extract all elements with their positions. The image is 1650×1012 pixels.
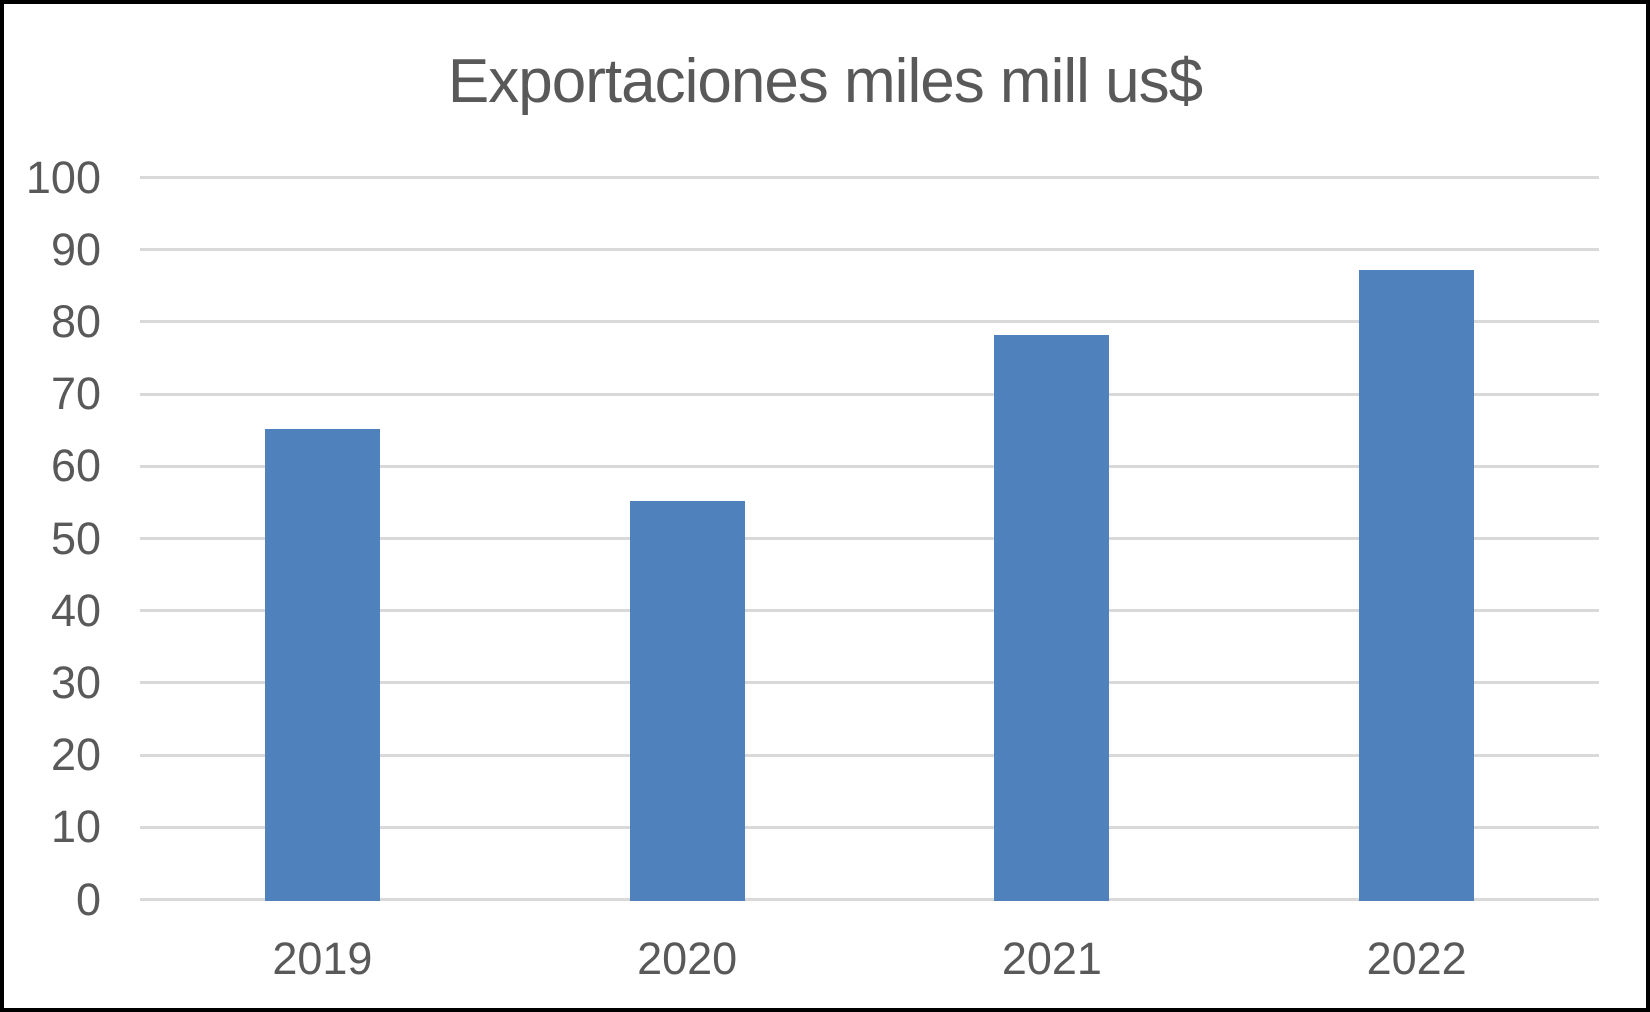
- y-tick-label-60: 60: [50, 440, 101, 492]
- x-tick-label-2021: 2021: [1001, 933, 1102, 984]
- y-tick-label-20: 20: [50, 729, 101, 781]
- bar-2019: [264, 428, 380, 901]
- y-tick-label-10: 10: [50, 801, 101, 853]
- y-tick-label-0: 0: [75, 873, 101, 925]
- gridline-100: [140, 176, 1599, 179]
- gridline-40: [140, 609, 1599, 613]
- y-tick-label-100: 100: [25, 151, 101, 203]
- y-tick-label-90: 90: [50, 223, 101, 275]
- y-tick-label-40: 40: [50, 584, 101, 636]
- x-tick-label-2022: 2022: [1366, 933, 1467, 984]
- gridline-80: [140, 320, 1599, 324]
- y-tick-label-80: 80: [50, 295, 101, 347]
- y-tick-label-70: 70: [50, 368, 101, 420]
- x-tick-label-2019: 2019: [272, 933, 373, 984]
- bar-2022: [1359, 269, 1475, 901]
- y-tick-label-50: 50: [50, 512, 101, 564]
- y-tick-label-30: 30: [50, 656, 101, 708]
- gridline-10: [140, 825, 1599, 829]
- gridline-60: [140, 464, 1599, 468]
- x-tick-label-2020: 2020: [637, 933, 738, 984]
- chart-title: Exportaciones miles mill us$: [447, 47, 1203, 116]
- gridline-20: [140, 753, 1599, 757]
- gridline-50: [140, 537, 1599, 540]
- gridline-0: [140, 898, 1599, 901]
- bar-2020: [629, 500, 745, 901]
- gridline-70: [140, 392, 1599, 396]
- bar-2021: [994, 334, 1110, 901]
- gridline-30: [140, 681, 1599, 685]
- gridline-90: [140, 248, 1599, 252]
- plot-area: [140, 176, 1599, 901]
